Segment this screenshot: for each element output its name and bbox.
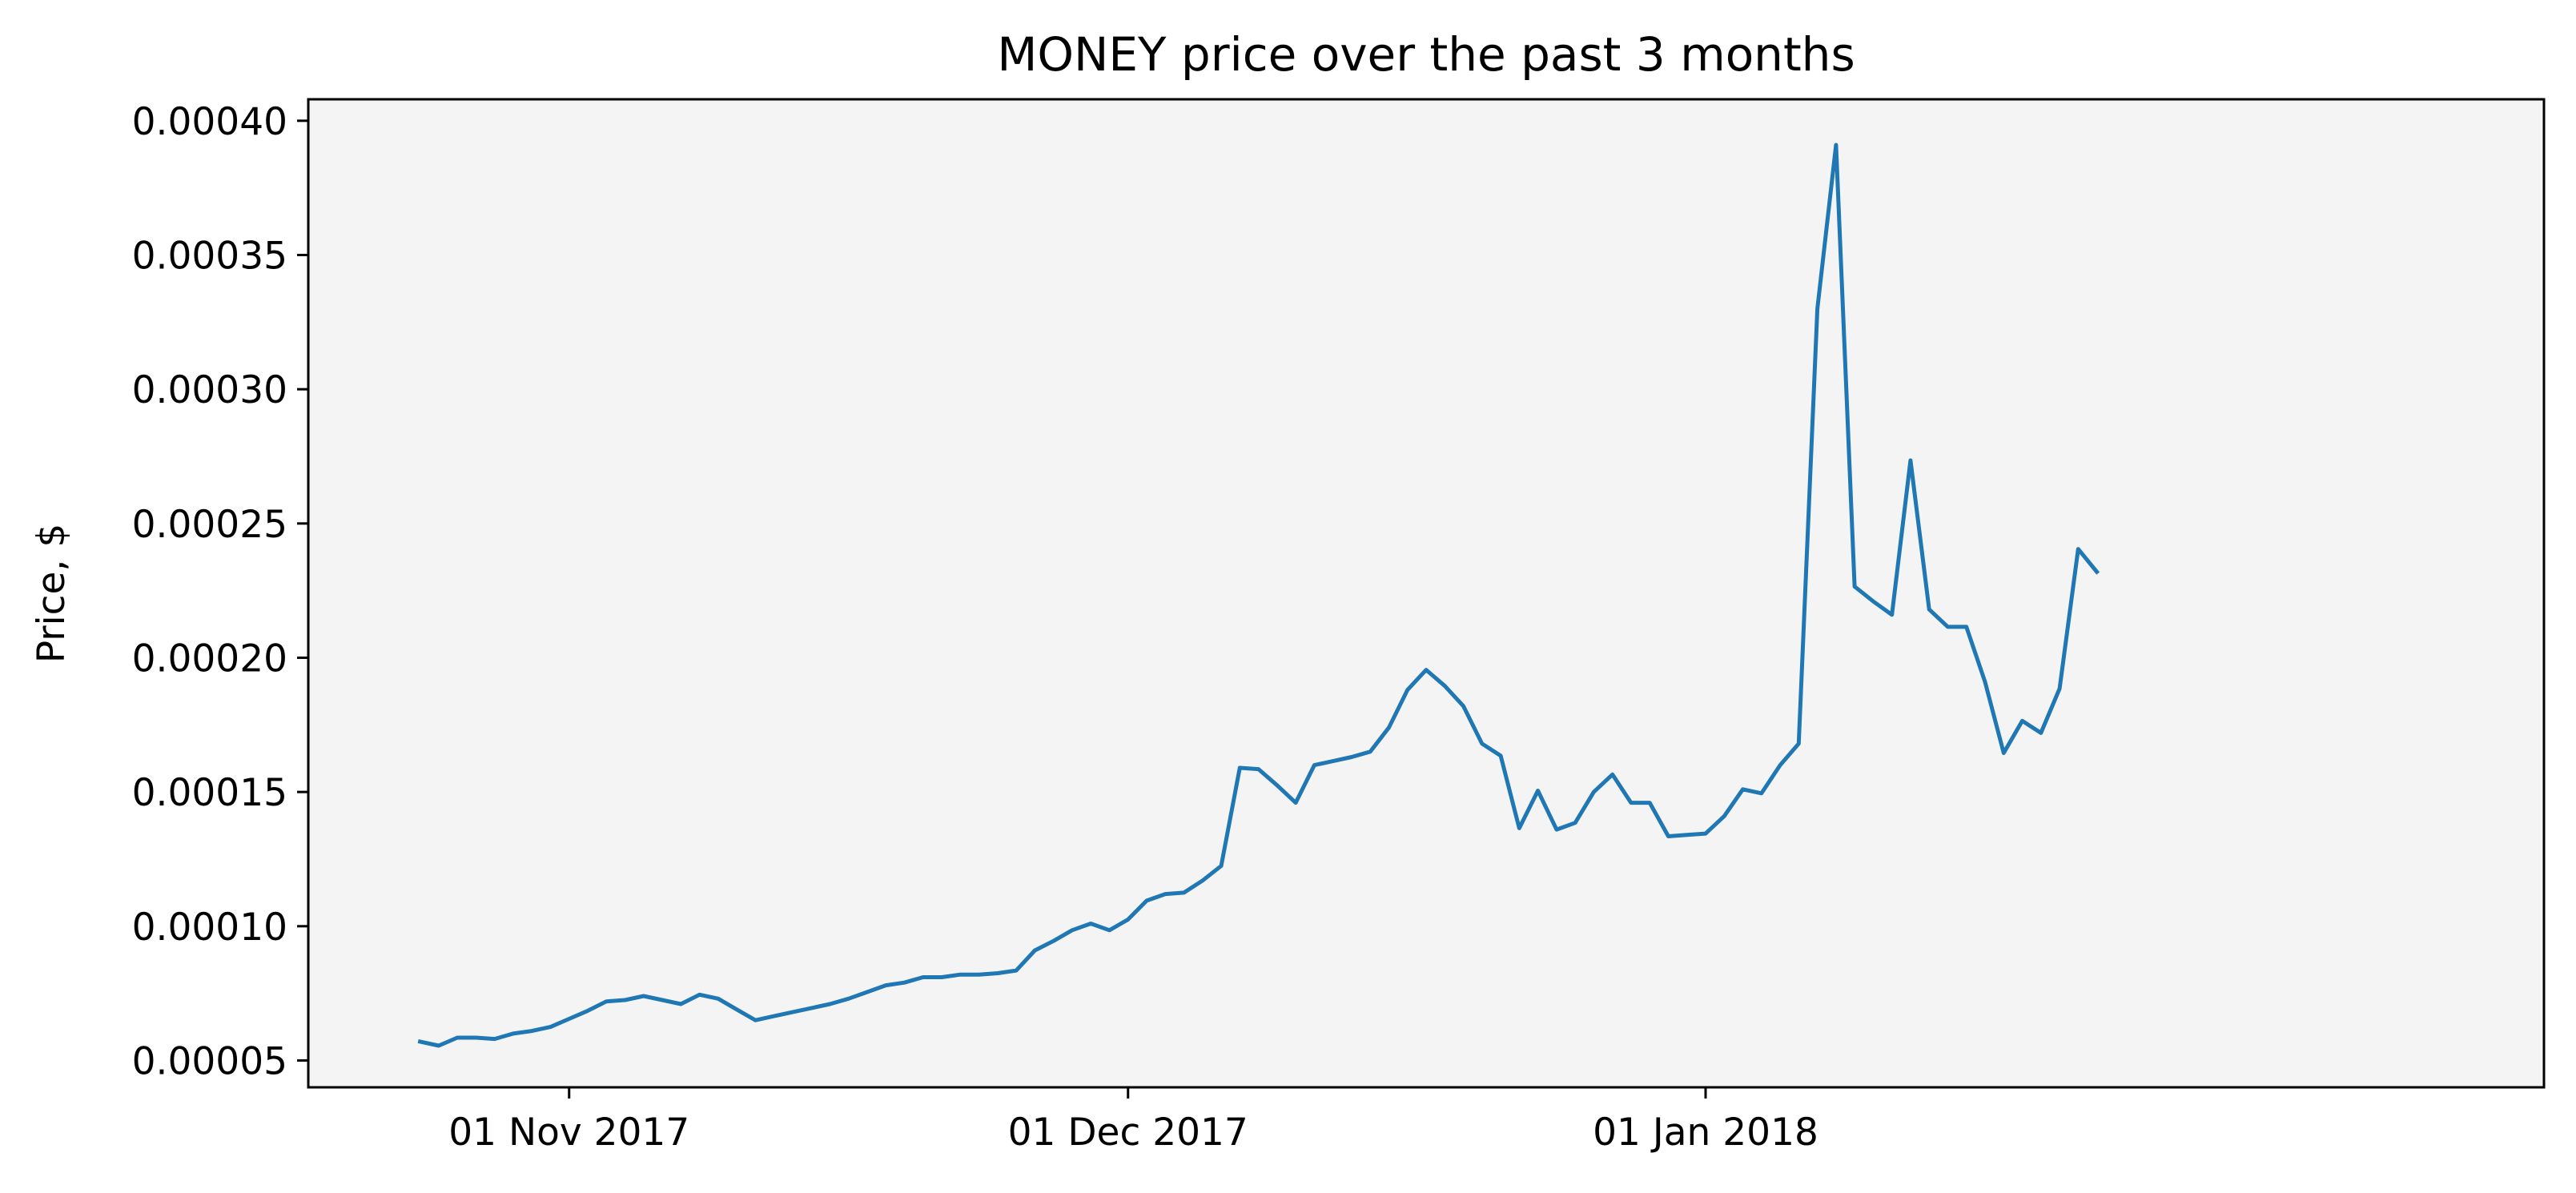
- plot-frame: [307, 98, 2546, 1089]
- y-tick-label-5: 0.00030: [132, 368, 287, 412]
- x-axis: 01 Nov 2017 01 Dec 2017 01 Jan 2018: [448, 1087, 1818, 1155]
- y-axis: 0.00005 0.00010 0.00015 0.00020 0.00025 0.000…: [132, 100, 308, 1083]
- y-tick-label-4: 0.00025: [132, 503, 287, 547]
- y-tick-label-2: 0.00015: [132, 771, 287, 815]
- plot-area: [308, 99, 2544, 1087]
- x-tick-label-1: 01 Dec 2017: [1008, 1111, 1248, 1155]
- price-line-series-0: [417, 143, 2100, 1048]
- y-tick-label-3: 0.00020: [132, 637, 287, 681]
- y-tick-label-6: 0.00035: [132, 234, 287, 278]
- y-axis-label: Price, $: [30, 524, 74, 663]
- series-layer: [417, 143, 2100, 1048]
- y-tick-label-7: 0.00040: [132, 100, 287, 144]
- x-tick-label-2: 01 Jan 2018: [1593, 1111, 1818, 1155]
- y-tick-label-0: 0.00005: [132, 1039, 287, 1083]
- x-tick-label-0: 01 Nov 2017: [448, 1111, 689, 1155]
- y-tick-label-1: 0.00010: [132, 906, 287, 950]
- chart-title: MONEY price over the past 3 months: [997, 27, 1855, 82]
